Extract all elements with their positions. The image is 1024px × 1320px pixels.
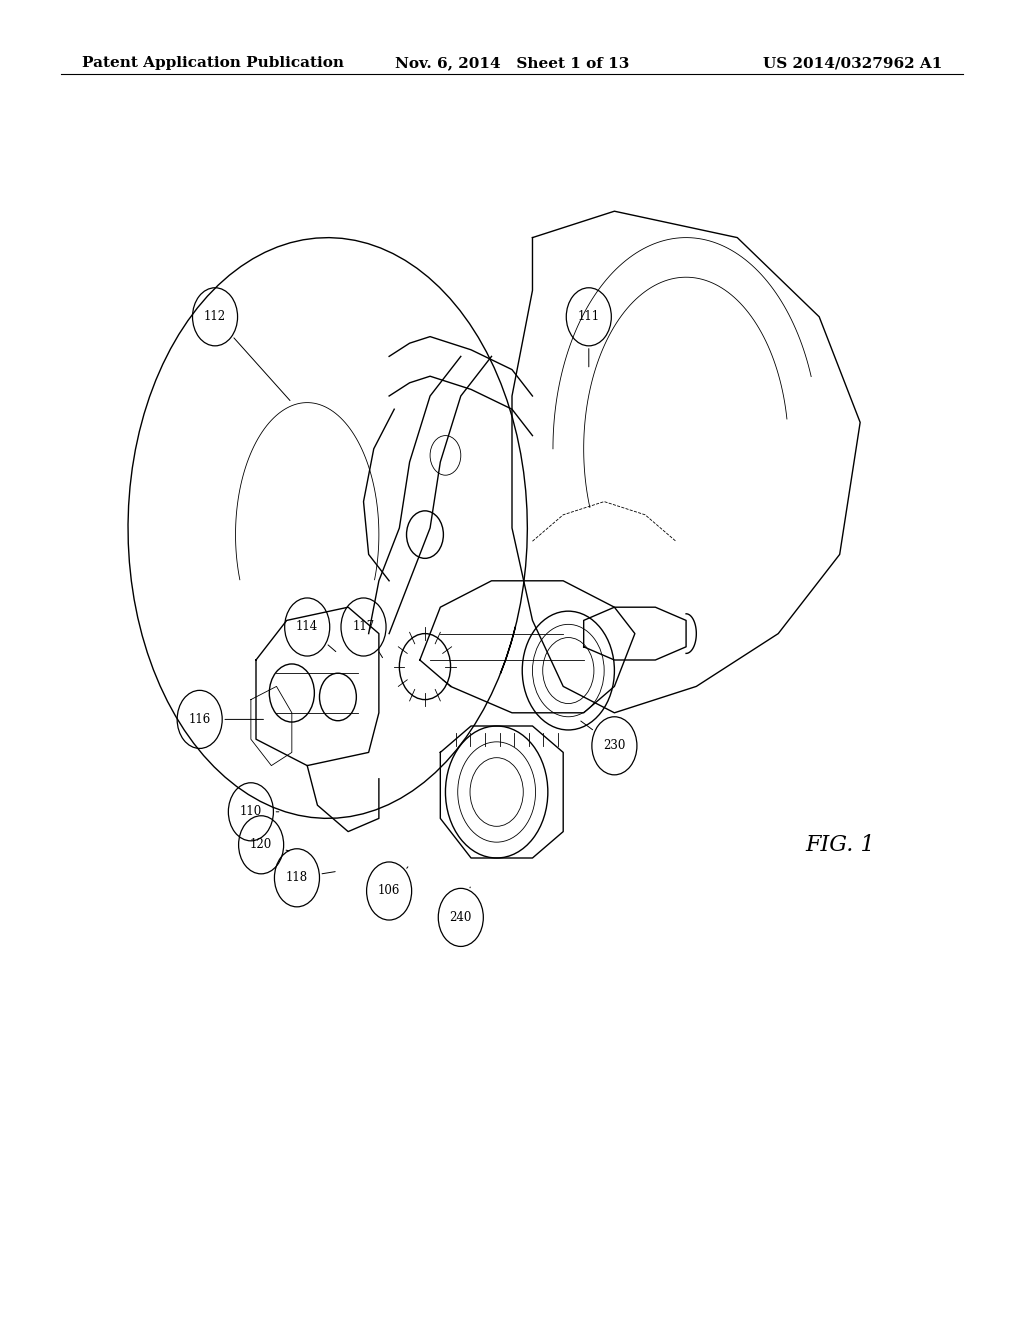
Text: 118: 118	[286, 871, 308, 884]
Text: 116: 116	[188, 713, 211, 726]
Text: 114: 114	[296, 620, 318, 634]
Text: 106: 106	[378, 884, 400, 898]
Text: 240: 240	[450, 911, 472, 924]
Text: 111: 111	[578, 310, 600, 323]
Text: 120: 120	[250, 838, 272, 851]
Text: 230: 230	[603, 739, 626, 752]
Text: 112: 112	[204, 310, 226, 323]
Text: FIG. 1: FIG. 1	[805, 834, 874, 855]
Text: US 2014/0327962 A1: US 2014/0327962 A1	[763, 57, 942, 70]
Text: Patent Application Publication: Patent Application Publication	[82, 57, 344, 70]
Text: 110: 110	[240, 805, 262, 818]
Text: 117: 117	[352, 620, 375, 634]
Text: Nov. 6, 2014   Sheet 1 of 13: Nov. 6, 2014 Sheet 1 of 13	[395, 57, 629, 70]
